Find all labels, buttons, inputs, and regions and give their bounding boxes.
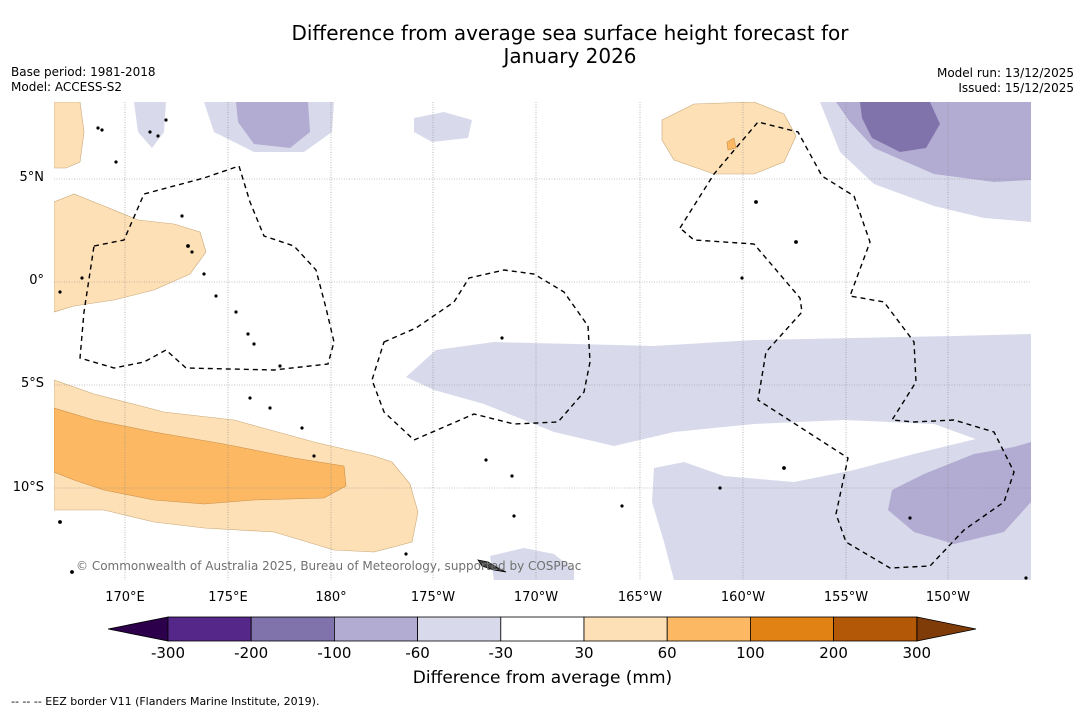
anomaly-region-light-orange-3 — [661, 102, 797, 175]
anomaly-region-dark-purple-1 — [860, 102, 940, 152]
eez-legend: -- -- -- EEZ border V11 (Flanders Marine… — [11, 695, 320, 708]
model-name: Model: ACCESS-S2 — [11, 80, 123, 94]
colorbar-segment — [833, 616, 918, 642]
lon-label-180: 180° — [315, 590, 347, 605]
colorbar-under-arrow — [108, 616, 169, 642]
anomaly-region-light-orange-2 — [54, 193, 207, 313]
lon-label-175w: 175°W — [410, 590, 456, 605]
colorbar-segment — [333, 616, 418, 642]
lat-label-5s: 5°S — [20, 376, 44, 391]
anomaly-region-orange-2 — [726, 137, 737, 151]
islands — [58, 118, 1028, 580]
eez-border-kiribati-line — [679, 121, 1015, 569]
colorbar-segment — [666, 616, 751, 642]
anomaly-region-orange-1 — [54, 407, 347, 505]
anomaly-region-purple-2 — [236, 102, 310, 148]
eez-border-tuvalu — [371, 269, 591, 441]
colorbar-segment — [750, 616, 835, 642]
colorbar-segment — [583, 616, 668, 642]
map-canvas — [54, 102, 1031, 580]
anomaly-region-light-orange-4 — [54, 102, 85, 169]
anomaly-region-light-purple-7 — [490, 548, 574, 580]
lat-label-5n: 5°N — [19, 170, 45, 185]
map-title: Difference from average sea surface heig… — [0, 22, 1085, 68]
colorbar-tick-label: -60 — [405, 644, 430, 662]
anomaly-region-light-purple-6 — [414, 112, 472, 142]
anomaly-region-purple-3 — [888, 442, 1031, 544]
colorbar-label: Difference from average (mm) — [412, 668, 673, 688]
colorbar-tick-label: -300 — [150, 644, 186, 662]
issued-date: Issued: 15/12/2025 — [958, 81, 1074, 95]
colorbar-segment — [417, 616, 502, 642]
lon-label-150w: 150°W — [925, 590, 971, 605]
lat-label-10s: 10°S — [12, 480, 44, 495]
title-line-2: January 2026 — [503, 44, 637, 68]
anomaly-region-light-purple-2 — [652, 427, 1031, 580]
colorbar-tick-label: 60 — [657, 644, 677, 662]
eez-borders — [79, 121, 1015, 569]
colorbar-segment — [167, 616, 252, 642]
anomaly-region-light-purple-5 — [134, 102, 166, 148]
colorbar-segment — [500, 616, 585, 642]
copyright-notice: © Commonwealth of Australia 2025, Bureau… — [76, 559, 582, 573]
lon-label-170w: 170°W — [513, 590, 559, 605]
colorbar-segments — [167, 616, 918, 642]
colorbar-tick-label: 30 — [574, 644, 594, 662]
lon-label-165w: 165°W — [617, 590, 663, 605]
meta-left: Base period: 1981-2018 Model: ACCESS-S2 — [11, 65, 156, 95]
colorbar-tick-label: -30 — [488, 644, 514, 662]
colorbar-tick-label: 100 — [736, 644, 765, 662]
anomaly-region-light-purple-1 — [406, 334, 1031, 446]
map-panel — [54, 102, 1031, 580]
lon-label-160w: 160°W — [720, 590, 766, 605]
colorbar-segment — [250, 616, 335, 642]
colorbar-tick-label: 300 — [902, 644, 932, 662]
lon-label-170e: 170°E — [105, 590, 145, 605]
lat-label-equator: 0° — [29, 273, 44, 288]
lon-label-175e: 175°E — [208, 590, 248, 605]
colorbar — [108, 616, 977, 642]
title-line-1: Difference from average sea surface heig… — [291, 21, 849, 45]
lon-label-155w: 155°W — [823, 590, 869, 605]
colorbar-tick-label: 200 — [819, 644, 848, 662]
colorbar-tick-label: -200 — [234, 644, 269, 662]
colorbar-over-arrow — [916, 616, 977, 642]
meta-right: Model run: 13/12/2025 Issued: 15/12/2025 — [937, 66, 1074, 96]
graticule — [54, 102, 1031, 580]
model-run: Model run: 13/12/2025 — [936, 66, 1074, 80]
colorbar-tick-label: -100 — [317, 644, 352, 662]
base-period: Base period: 1981-2018 — [11, 65, 156, 79]
